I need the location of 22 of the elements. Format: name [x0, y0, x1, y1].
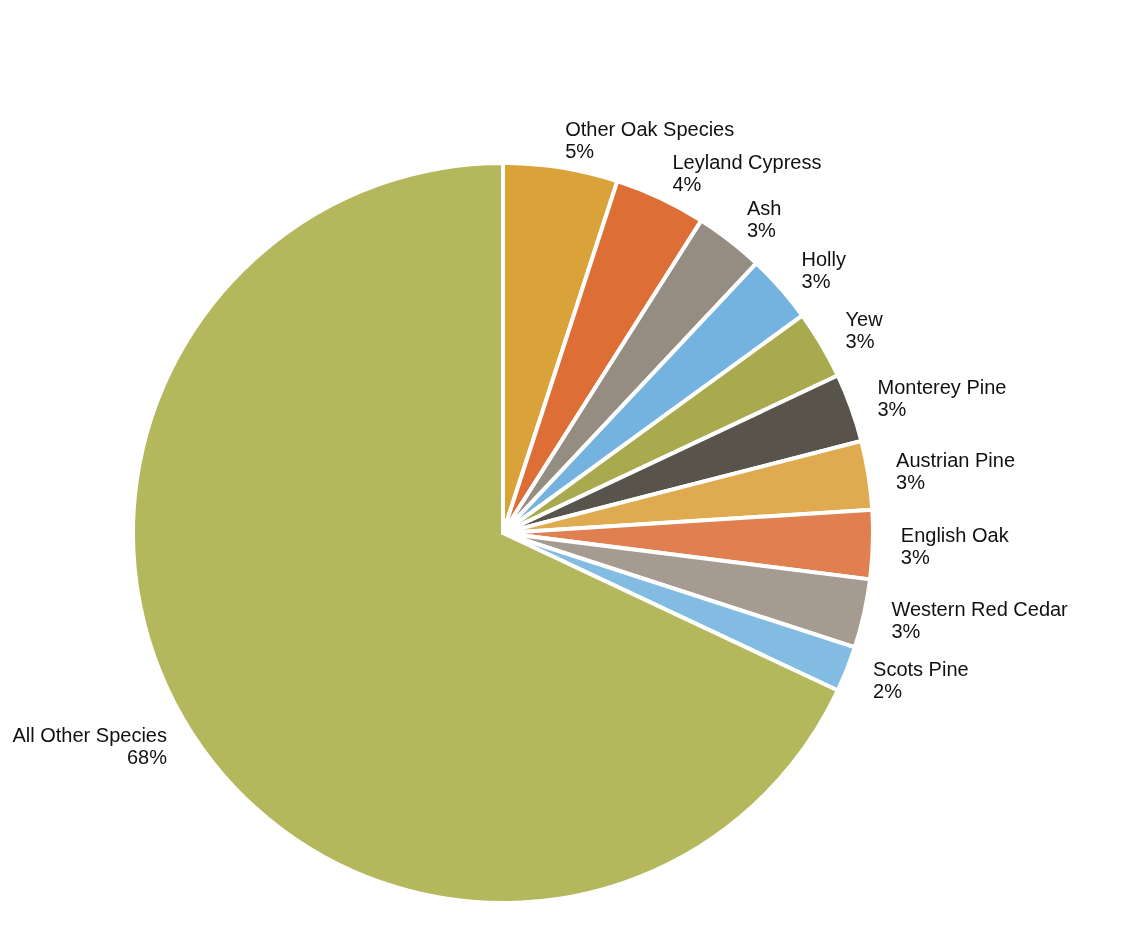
data-label: 3%: [877, 398, 907, 421]
slice-label: Leyland Cypress: [672, 150, 822, 173]
slice-label: Other Oak Species: [565, 117, 735, 140]
data-label: 5%: [565, 139, 595, 162]
data-label: 3%: [746, 218, 777, 241]
slice-label: Monterey Pine: [877, 376, 1007, 399]
slice-label: Holly: [801, 247, 846, 270]
slice-label: Ash: [746, 196, 782, 219]
slice-label: Austrian Pine: [896, 448, 1016, 471]
slice-label: All Other Species: [12, 724, 167, 747]
data-label: 3%: [896, 470, 926, 493]
data-label: 4%: [672, 172, 702, 195]
data-label: 3%: [900, 545, 930, 568]
slice-label: Western Red Cedar: [891, 597, 1069, 620]
slice-label: Yew: [845, 308, 884, 331]
data-label: 3%: [891, 619, 921, 642]
slice-label: Scots Pine: [873, 657, 969, 680]
slice-label: English Oak: [900, 523, 1010, 546]
data-label: 68%: [126, 746, 168, 769]
data-label: 3%: [801, 269, 831, 292]
data-label: 3%: [845, 330, 875, 353]
data-label: 2%: [873, 679, 903, 702]
